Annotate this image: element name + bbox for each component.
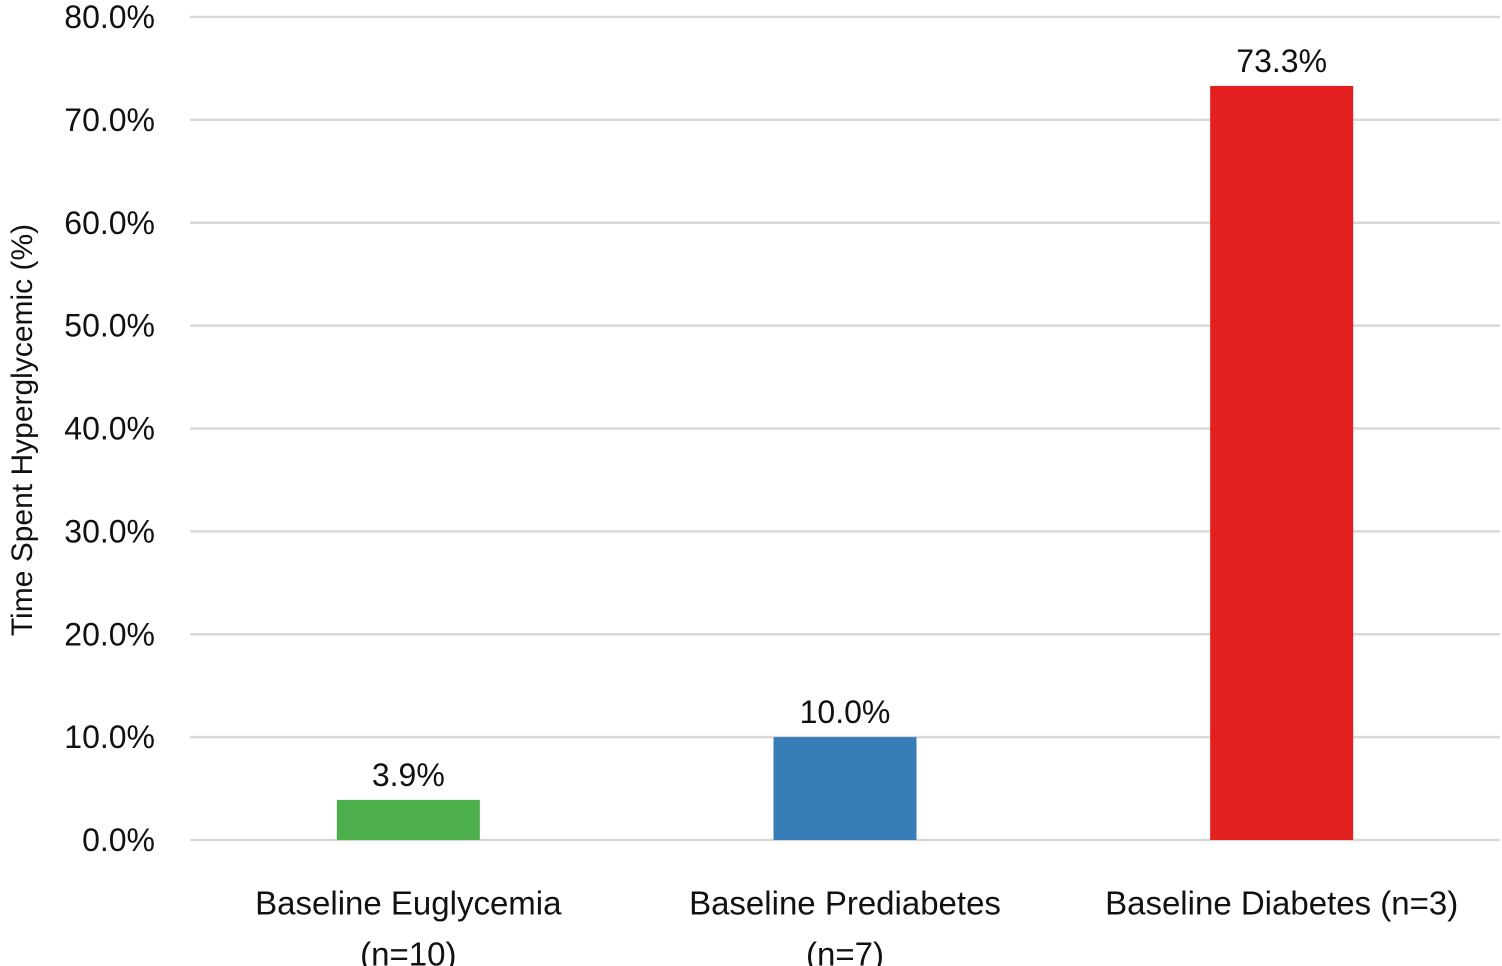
bar <box>1210 85 1354 840</box>
y-tick-label: 50.0% <box>64 308 155 344</box>
bar <box>773 737 917 840</box>
bar <box>336 799 480 840</box>
y-tick-label: 20.0% <box>64 616 155 652</box>
y-tick-label: 80.0% <box>64 0 155 35</box>
gridlines <box>190 15 1500 842</box>
bar-value-label: 3.9% <box>372 757 445 793</box>
y-tick-label: 70.0% <box>64 102 155 138</box>
x-category-label: (n=7) <box>806 936 884 966</box>
y-tick-label: 30.0% <box>64 513 155 549</box>
bar-value-label: 73.3% <box>1236 43 1327 79</box>
bars <box>336 85 1354 840</box>
x-axis-categories: Baseline Euglycemia (n=10) Baseline Predia… <box>255 885 1458 966</box>
x-category-label: Baseline Diabetes (n=3) <box>1105 885 1458 922</box>
bar-value-label: 10.0% <box>800 694 891 730</box>
y-tick-label: 0.0% <box>82 822 155 858</box>
data-labels: 3.9% 10.0% 73.3% <box>372 43 1327 793</box>
x-category-label: Baseline Euglycemia <box>255 885 562 922</box>
y-tick-label: 10.0% <box>64 719 155 755</box>
y-tick-label: 40.0% <box>64 411 155 447</box>
y-tick-label: 60.0% <box>64 205 155 241</box>
y-axis-ticks: 0.0% 10.0% 20.0% 30.0% 40.0% 50.0% 60.0% 70.0% 8… <box>64 0 155 858</box>
y-axis-title: Time Spent Hyperglycemic (%) <box>6 224 39 636</box>
x-category-label: (n=10) <box>360 936 456 966</box>
x-category-label: Baseline Prediabetes <box>689 885 1001 922</box>
